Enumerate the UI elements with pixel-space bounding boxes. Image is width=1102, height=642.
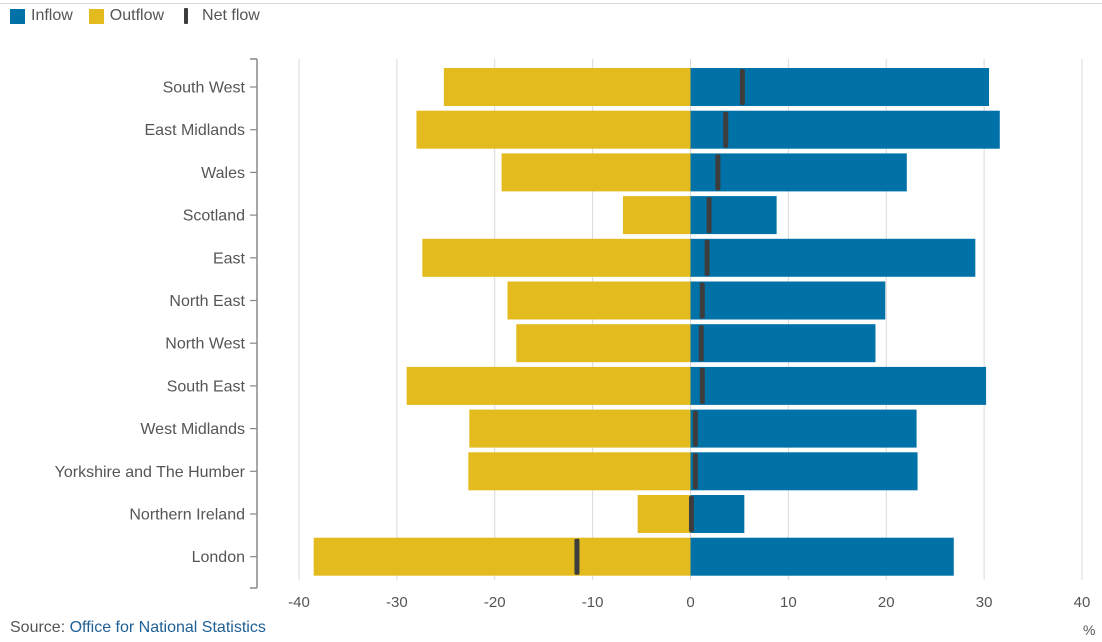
net-flow-mark: [574, 538, 580, 575]
y-tick-label: North East: [169, 293, 245, 310]
outflow-bar: [516, 324, 691, 363]
legend-item-inflow[interactable]: Inflow: [10, 7, 73, 25]
x-tick-label: -30: [386, 594, 408, 611]
x-tick-label: -40: [288, 594, 310, 611]
x-axis-unit: %: [1083, 622, 1096, 638]
net-flow-marks: [574, 69, 745, 575]
x-tick-label: -20: [484, 594, 506, 611]
net-flow-mark: [692, 410, 698, 447]
outflow-bar: [468, 452, 691, 491]
y-tick-label: London: [192, 549, 245, 566]
source-prefix: Source:: [10, 619, 70, 636]
y-tick-label: East: [213, 250, 246, 267]
y-tick-label: Scotland: [183, 208, 245, 225]
inflow-bar: [690, 409, 917, 448]
y-tick-label: Wales: [201, 165, 245, 182]
y-axis: South West East Midlands Wales Scotland East…: [55, 58, 258, 589]
x-tick-label: 0: [686, 594, 694, 611]
legend: Inflow Outflow Net flow: [10, 6, 276, 26]
inflow-bar: [690, 281, 886, 320]
net-flow-mark: [723, 111, 729, 148]
net-flow-mark: [698, 325, 704, 362]
net-flow-mark: [692, 453, 698, 490]
inflow-bar: [690, 452, 918, 491]
x-axis: -40 -30 -20 -10 0 10 20 30 40: [288, 594, 1090, 611]
net-flow-mark: [688, 496, 694, 532]
outflow-bar: [501, 153, 691, 192]
top-rule: [0, 3, 1102, 4]
y-tick-label: North West: [165, 336, 245, 353]
inflow-bar: [690, 324, 876, 363]
legend-item-outflow[interactable]: Outflow: [88, 7, 165, 25]
x-tick-label: 30: [976, 594, 993, 611]
net-flow-mark: [699, 282, 705, 319]
y-tick-label: South East: [167, 378, 246, 395]
net-flow-mark: [715, 154, 721, 191]
legend-label-net-flow: Net flow: [202, 7, 260, 24]
outflow-bar: [507, 281, 691, 320]
inflow-bars: [690, 68, 1000, 576]
inflow-bar: [690, 495, 745, 533]
y-tick-label: West Midlands: [140, 421, 245, 438]
outflow-bars: [313, 68, 691, 576]
inflow-bar: [690, 110, 1000, 149]
outflow-bar: [406, 366, 691, 405]
inflow-bar: [690, 366, 987, 405]
y-tick-label: Northern Ireland: [129, 507, 245, 524]
legend-swatch-outflow: [88, 8, 104, 24]
outflow-bar: [637, 495, 691, 533]
y-tick-label: East Midlands: [145, 122, 246, 139]
legend-label-inflow: Inflow: [31, 7, 73, 24]
net-flow-mark: [706, 197, 712, 234]
legend-swatch-inflow: [10, 8, 25, 24]
inflow-bar: [690, 153, 907, 192]
outflow-bar: [622, 196, 691, 235]
legend-item-net-flow[interactable]: Net flow: [180, 7, 260, 25]
y-tick-label: Yorkshire and The Humber: [55, 464, 246, 481]
x-tick-label: 10: [780, 594, 797, 611]
net-flow-mark: [704, 239, 710, 276]
y-tick-label: South West: [163, 80, 246, 97]
legend-swatch-net-flow: [184, 8, 189, 24]
outflow-bar: [416, 110, 691, 149]
outflow-bar: [469, 409, 691, 448]
source-link[interactable]: Office for National Statistics: [69, 619, 266, 636]
x-tick-label: 40: [1074, 594, 1091, 611]
inflow-bar: [690, 537, 954, 576]
net-flow-mark: [739, 69, 745, 105]
outflow-bar: [443, 68, 691, 106]
inflow-bar: [690, 68, 990, 106]
legend-label-outflow: Outflow: [109, 7, 165, 24]
inflow-bar: [690, 196, 777, 235]
outflow-bar: [422, 238, 691, 277]
source-note: Source: Office for National Statistics: [10, 619, 266, 637]
net-flow-mark: [699, 367, 705, 404]
x-tick-label: -10: [582, 594, 604, 611]
inflow-bar: [690, 238, 976, 277]
x-tick-label: 20: [878, 594, 895, 611]
outflow-bar: [313, 537, 691, 576]
